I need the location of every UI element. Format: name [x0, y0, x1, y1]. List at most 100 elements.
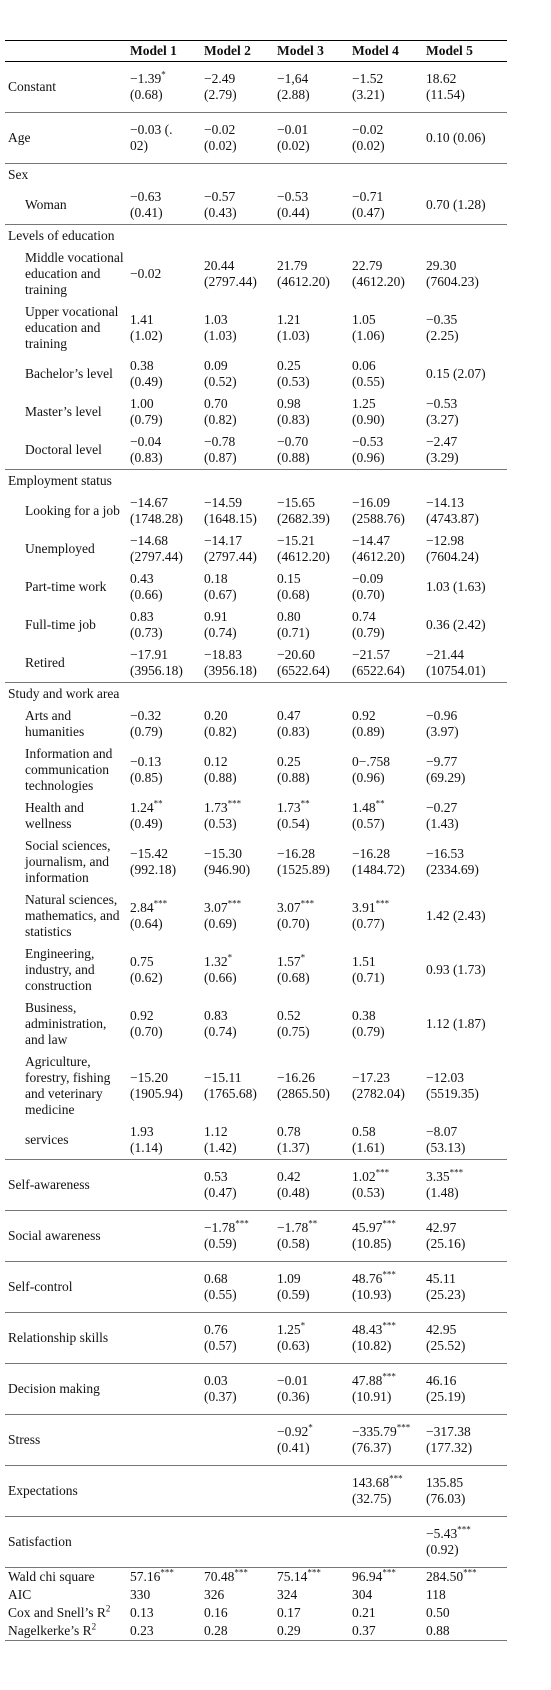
- model-header: Model 2: [204, 43, 251, 58]
- std-error: (0.71): [277, 625, 310, 640]
- estimate: −15.42: [130, 846, 168, 861]
- std-error: (1525.89): [277, 862, 330, 877]
- data-row: Part-time work 0.43 (0.66) 0.18 (0.67) 0.15 (0…: [5, 568, 507, 606]
- significance: **: [375, 798, 385, 809]
- row-label: Part-time work: [5, 568, 127, 606]
- estimate: −14.13: [426, 495, 464, 510]
- std-error: (0.58): [277, 1236, 310, 1251]
- std-error: (0.62): [130, 970, 163, 985]
- data-row: Master’s level 1.00 (0.79) 0.70 (0.82) 0.98 (0…: [5, 393, 507, 431]
- std-error: (0.41): [130, 205, 163, 220]
- label-text: Master’s level: [25, 404, 102, 419]
- estimate: 0.21: [352, 1605, 376, 1620]
- label-text: Social awareness: [8, 1228, 101, 1243]
- coef-cell: 0.25 (0.53): [274, 355, 349, 393]
- estimate: 0.25: [277, 358, 301, 373]
- significance: ***: [382, 1269, 396, 1280]
- estimate: −8.07: [426, 1124, 458, 1139]
- data-row: Decision making 0.03 (0.37) −0.01 (0.36) 47.8…: [5, 1364, 507, 1415]
- label-text: Social sciences, journalism, and informa…: [25, 838, 111, 885]
- row-label: Natural sciences, mathematics, and stati…: [5, 889, 127, 943]
- row-label: Health and wellness: [5, 797, 127, 835]
- coef-cell: 1.51 (0.71): [349, 943, 423, 997]
- label-text: Natural sciences, mathematics, and stati…: [25, 892, 120, 939]
- coef-cell: −16.53 (2334.69): [423, 835, 507, 889]
- std-error: (0.53): [204, 816, 237, 831]
- coef-cell: 0.58 (1.61): [349, 1121, 423, 1160]
- estimate: 0.10 (0.06): [426, 130, 486, 145]
- std-error: (0.88): [277, 770, 310, 785]
- std-error: (4612.20): [277, 549, 330, 564]
- estimate: 0.92: [130, 1008, 154, 1023]
- row-group: Levels of education Middle vocational edu…: [5, 224, 507, 470]
- std-error: (0.74): [204, 1024, 237, 1039]
- coef-cell: −15.30 (946.90): [201, 835, 274, 889]
- significance: ***: [382, 1320, 396, 1331]
- estimate: −0.70: [277, 434, 309, 449]
- estimate: −15.21: [277, 533, 315, 548]
- label-text: Age: [8, 130, 31, 145]
- estimate: 0.92: [352, 708, 376, 723]
- coef-cell: −0.70 (0.88): [274, 431, 349, 470]
- std-error: (4743.87): [426, 511, 479, 526]
- table-header: Model 1 Model 2 Model 3 Model 4 Model 5: [5, 40, 507, 62]
- estimate: −0.53: [277, 189, 309, 204]
- estimate: 0.78: [277, 1124, 301, 1139]
- row-group: Social awareness −1.78*** (0.59) −1.78** (0.…: [5, 1210, 507, 1262]
- coef-cell: 0.10 (0.06): [423, 113, 507, 164]
- significance: ***: [227, 798, 242, 809]
- std-error: (1.02): [130, 328, 163, 343]
- std-error: (11.54): [426, 87, 465, 102]
- estimate: 0.83: [204, 1008, 228, 1023]
- coef-cell: [127, 1466, 201, 1517]
- std-error: (0.88): [277, 450, 310, 465]
- coef-cell: −1.78** (0.58): [274, 1211, 349, 1262]
- data-row: Wald chi square 57.16*** 70.48*** 75.14*** 9…: [5, 1568, 507, 1587]
- coef-cell: 118: [423, 1586, 507, 1604]
- estimate: −0.71: [352, 189, 384, 204]
- estimate: −0.32: [130, 708, 162, 723]
- coef-cell: −0.53 (0.44): [274, 186, 349, 225]
- coef-cell: 0.38 (0.79): [349, 997, 423, 1051]
- data-row: Business, administration, and law 0.92 (0.…: [5, 997, 507, 1051]
- estimate: −0.57: [204, 189, 236, 204]
- data-row: Full-time job 0.83 (0.73) 0.91 (0.74) 0.80 (0.…: [5, 606, 507, 644]
- label-text: Looking for a job: [25, 503, 120, 518]
- coef-cell: 0.92 (0.70): [127, 997, 201, 1051]
- significance: ***: [375, 898, 390, 909]
- row-label: Upper vocational education and training: [5, 301, 127, 355]
- estimate: −0.27: [426, 800, 458, 815]
- estimate: −15.11: [204, 1070, 242, 1085]
- std-error: (0.70): [277, 916, 310, 931]
- estimate: −15.30: [204, 846, 242, 861]
- std-error: 02): [130, 138, 148, 153]
- significance: ***: [235, 1218, 249, 1229]
- stats-group: Wald chi square 57.16*** 70.48*** 75.14*** 9…: [5, 1567, 507, 1641]
- coef-cell: [127, 1517, 201, 1568]
- label-text: Full-time job: [25, 617, 96, 632]
- estimate: 0−.758: [352, 754, 390, 769]
- coef-cell: 1.03 (1.63): [423, 568, 507, 606]
- estimate: 1.48: [352, 800, 376, 815]
- std-error: (0.71): [352, 970, 385, 985]
- group-title: Study and work area: [8, 686, 120, 701]
- data-row: Nagelkerke’s R2 0.23 0.28 0.29 0.37 0.88: [5, 1622, 507, 1641]
- significance: ***: [227, 898, 242, 909]
- estimate: 0.23: [130, 1623, 154, 1638]
- estimate: 22.79: [352, 258, 383, 273]
- significance: ***: [160, 1567, 174, 1578]
- coef-cell: 1.73** (0.54): [274, 797, 349, 835]
- estimate: 3.07: [204, 900, 228, 915]
- data-row: Self-awareness 0.53 (0.47) 0.42 (0.48) 1.02**…: [5, 1160, 507, 1211]
- std-error: (3.27): [426, 412, 459, 427]
- std-error: (0.36): [277, 1389, 310, 1404]
- significance: ***: [382, 1371, 396, 1382]
- estimate: 0.15: [277, 571, 301, 586]
- coef-cell: 42.95 (25.52): [423, 1313, 507, 1364]
- coef-cell: −0.92* (0.41): [274, 1415, 349, 1466]
- label-sup: 2: [91, 1621, 97, 1632]
- row-label: Wald chi square: [5, 1568, 127, 1587]
- coef-cell: 0.42 (0.48): [274, 1160, 349, 1211]
- coef-cell: 1.41 (1.02): [127, 301, 201, 355]
- row-label: Relationship skills: [5, 1313, 127, 1364]
